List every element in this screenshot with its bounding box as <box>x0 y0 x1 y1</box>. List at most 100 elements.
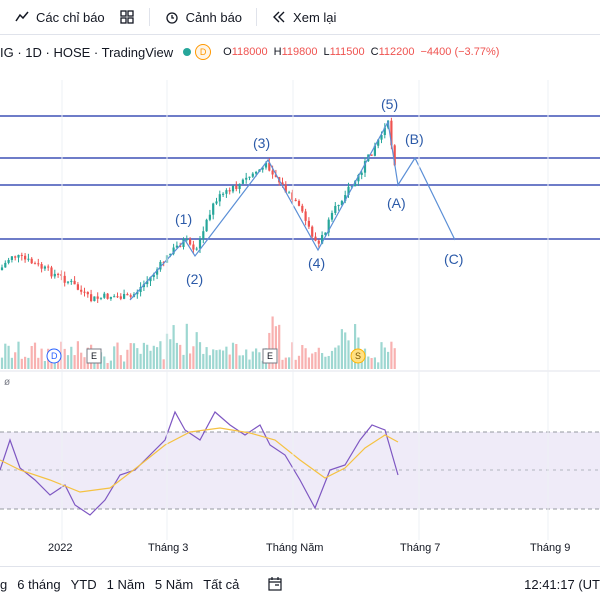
candle-body <box>129 295 132 297</box>
earnings-marker-1[interactable]: E <box>86 348 102 364</box>
volume-bar <box>169 339 172 369</box>
elliott-wave-path <box>129 120 456 301</box>
candle-body <box>30 258 33 264</box>
candle-body <box>294 199 297 201</box>
candle-body <box>248 176 251 178</box>
candle-body <box>136 291 139 295</box>
volume-bar <box>136 348 139 369</box>
candle-body <box>73 280 76 285</box>
candle-body <box>109 297 112 299</box>
range-1y[interactable]: 1 Năm <box>106 576 145 592</box>
candle-body <box>241 179 244 184</box>
candle-body <box>268 162 271 171</box>
volume-bar <box>195 332 198 369</box>
candle-body <box>228 190 231 192</box>
range-1d[interactable]: g <box>0 576 8 592</box>
candle-body <box>17 254 20 258</box>
range-6m[interactable]: 6 tháng <box>17 576 61 592</box>
volume-bar <box>297 355 301 369</box>
volume-bar <box>311 353 314 369</box>
volume-bar <box>126 349 129 369</box>
volume-bar <box>152 345 155 369</box>
candle-body <box>311 226 314 237</box>
candle-body <box>93 296 96 302</box>
candle-body <box>327 219 330 233</box>
volume-bar <box>393 348 396 369</box>
rsi-ma-line <box>0 427 399 493</box>
candle-body <box>195 248 198 250</box>
calendar-range-icon[interactable] <box>267 576 283 592</box>
candle-body <box>251 173 254 177</box>
svg-text:D: D <box>51 351 58 361</box>
candle-body <box>324 232 327 236</box>
candle-body <box>116 296 119 298</box>
volume-bar <box>27 357 30 369</box>
candle-body <box>4 262 7 268</box>
layouts-button[interactable] <box>119 9 135 25</box>
indicators-button[interactable]: Các chỉ báo <box>14 9 105 25</box>
candle-body <box>146 281 149 285</box>
volume-bar <box>129 343 132 369</box>
volume-bar <box>0 357 4 369</box>
volume-bar <box>222 350 225 369</box>
split-marker[interactable]: S <box>350 348 366 364</box>
candle-body <box>66 281 70 283</box>
range-5y[interactable]: 5 Năm <box>154 576 194 592</box>
candle-body <box>350 186 353 188</box>
volume-bar <box>205 347 208 369</box>
candle-body <box>172 247 175 254</box>
x-tick-thang-nam: Tháng Năm <box>266 542 323 554</box>
candle-body <box>33 263 37 265</box>
price-chart[interactable]: (1) (2) (3) (4) (5) (A) (B) (C) D E E S … <box>0 62 600 566</box>
volume-bar <box>43 361 46 369</box>
candle-body <box>169 253 172 256</box>
candle-body <box>238 183 241 189</box>
replay-button[interactable]: Xem lại <box>271 9 336 25</box>
volume-bar <box>261 360 264 369</box>
volume-bar <box>10 357 13 369</box>
alerts-button[interactable]: Cảnh báo <box>164 9 242 25</box>
volume-bar <box>139 353 142 369</box>
volume-bar <box>202 353 205 369</box>
candle-body <box>344 195 347 202</box>
volume-bar <box>354 324 357 369</box>
volume-bar <box>172 325 175 369</box>
earnings-marker-2[interactable]: E <box>262 348 278 364</box>
candle-body <box>80 289 83 292</box>
candle-body <box>205 219 208 232</box>
volume-bar <box>212 349 215 369</box>
indicators-icon <box>15 11 29 22</box>
candle-body <box>7 259 10 263</box>
wave-label-1: (1) <box>175 211 192 227</box>
candle-body <box>337 205 340 207</box>
svg-text:E: E <box>91 351 97 361</box>
dividend-marker[interactable]: D <box>46 348 62 364</box>
wave-label-b: (B) <box>405 131 424 147</box>
candle-body <box>370 154 373 156</box>
candle-body <box>377 139 380 146</box>
rewind-icon <box>273 11 285 23</box>
range-all[interactable]: Tất cả <box>203 576 240 592</box>
svg-text:E: E <box>267 351 273 361</box>
volume-bar <box>179 344 182 369</box>
symbol-title[interactable]: IG · 1D · HOSE · TradingView <box>0 44 174 60</box>
candle-body <box>37 263 40 265</box>
candle-body <box>357 174 360 182</box>
candle-body <box>96 296 99 299</box>
range-ytd[interactable]: YTD <box>70 576 97 592</box>
candle-body <box>192 244 195 250</box>
volume-bar <box>387 351 390 369</box>
candle-body <box>304 211 307 221</box>
toolbar-separator <box>256 8 258 26</box>
rsi-pane-label: ø <box>4 377 10 388</box>
volume-bar <box>14 352 17 369</box>
volume-bar <box>274 326 277 369</box>
candle-body <box>24 255 27 260</box>
candle-body <box>291 192 294 200</box>
candle-body <box>288 192 291 194</box>
candle-body <box>106 293 109 299</box>
volume-bar <box>182 354 185 369</box>
candle-body <box>53 273 56 277</box>
candle-body <box>99 297 103 299</box>
candle-body <box>261 167 264 170</box>
